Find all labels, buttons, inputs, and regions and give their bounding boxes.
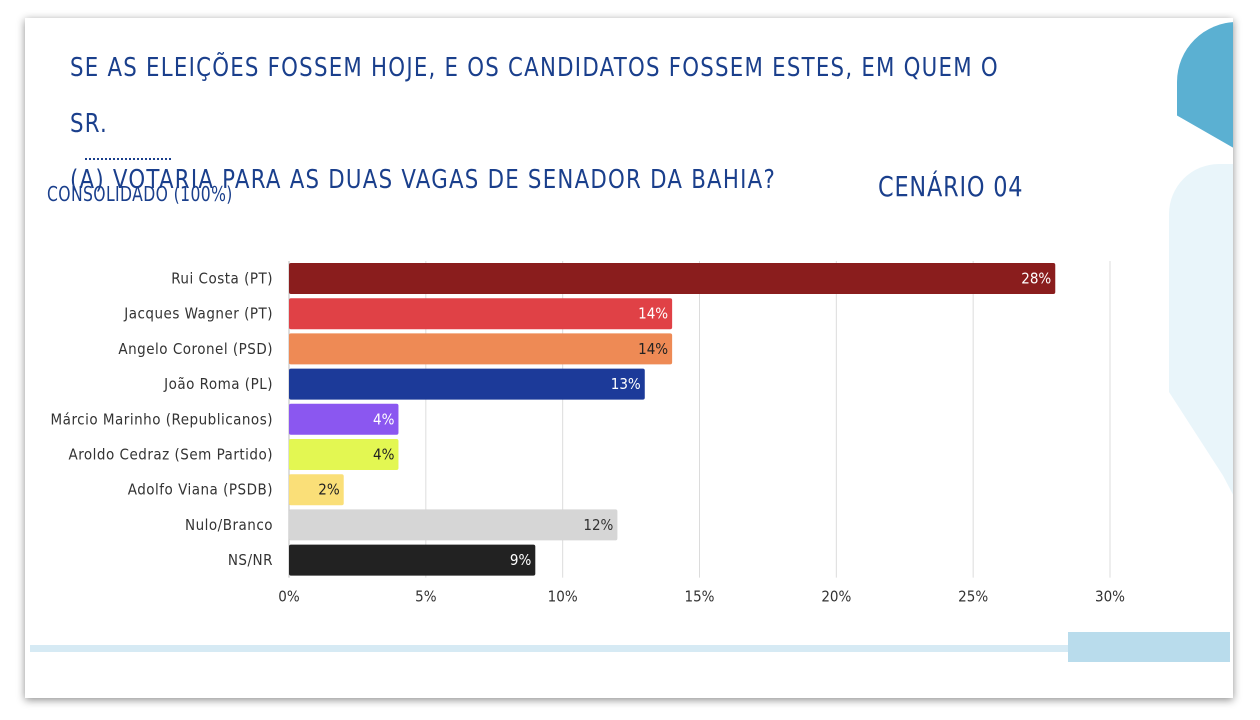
x-tick-label: 25% <box>958 588 988 606</box>
x-tick-label: 20% <box>821 588 851 606</box>
data-label: 14% <box>638 305 668 323</box>
data-label: 13% <box>611 375 641 393</box>
bar <box>289 263 1056 294</box>
bar <box>289 333 673 365</box>
data-label: 4% <box>373 446 395 464</box>
category-label: Angelo Coronel (PSD) <box>118 340 273 358</box>
x-tick-label: 0% <box>278 588 300 606</box>
decorative-footer-line <box>30 645 1168 652</box>
title-separator <box>85 158 171 160</box>
category-label: Jacques Wagner (PT) <box>123 305 273 323</box>
bar <box>289 474 344 506</box>
category-label: Adolfo Viana (PSDB) <box>128 481 273 499</box>
question-title-line-2: (A) VOTARIA PARA AS DUAS VAGAS DE SENADO… <box>70 165 777 195</box>
bar <box>289 403 399 435</box>
category-label: Márcio Marinho (Republicanos) <box>51 410 273 428</box>
subtitle: CONSOLIDADO (100%) <box>47 182 233 206</box>
x-tick-label: 30% <box>1095 588 1125 606</box>
bar <box>289 298 673 330</box>
decorative-footer-block <box>1068 632 1230 662</box>
category-label: João Roma (PL) <box>163 375 273 393</box>
scenario-label: CENÁRIO 04 <box>878 170 1024 203</box>
data-label: 9% <box>510 551 532 569</box>
bar <box>289 544 536 576</box>
bar <box>289 439 399 470</box>
data-label: 28% <box>1021 270 1051 288</box>
data-label: 14% <box>638 340 668 358</box>
chart-data-labels: 28% 14% 14% 13% 4% 4% 2% 12% 9% <box>318 270 1051 570</box>
chart-x-tick-labels: 0% 5% 10% 15% 20% 25% 30% <box>278 588 1125 606</box>
category-label: Aroldo Cedraz (Sem Partido) <box>68 446 273 464</box>
data-label: 4% <box>373 410 395 428</box>
x-tick-label: 10% <box>548 588 578 606</box>
category-label: Rui Costa (PT) <box>171 270 273 288</box>
question-title: SE AS ELEIÇÕES FOSSEM HOJE, E OS CANDIDA… <box>70 40 1029 208</box>
category-label: Nulo/Branco <box>185 516 273 534</box>
chart-bars <box>289 263 1056 576</box>
chart-category-labels: Rui Costa (PT) Jacques Wagner (PT) Angelo … <box>51 270 273 570</box>
data-label: 2% <box>318 481 340 499</box>
question-title-line-1: SE AS ELEIÇÕES FOSSEM HOJE, E OS CANDIDA… <box>70 53 999 139</box>
x-tick-label: 15% <box>685 588 715 606</box>
category-label: NS/NR <box>228 551 273 569</box>
bar <box>289 509 618 541</box>
slide <box>25 18 1233 698</box>
x-tick-label: 5% <box>415 588 437 606</box>
data-label: 12% <box>583 516 613 534</box>
bar <box>289 368 645 400</box>
